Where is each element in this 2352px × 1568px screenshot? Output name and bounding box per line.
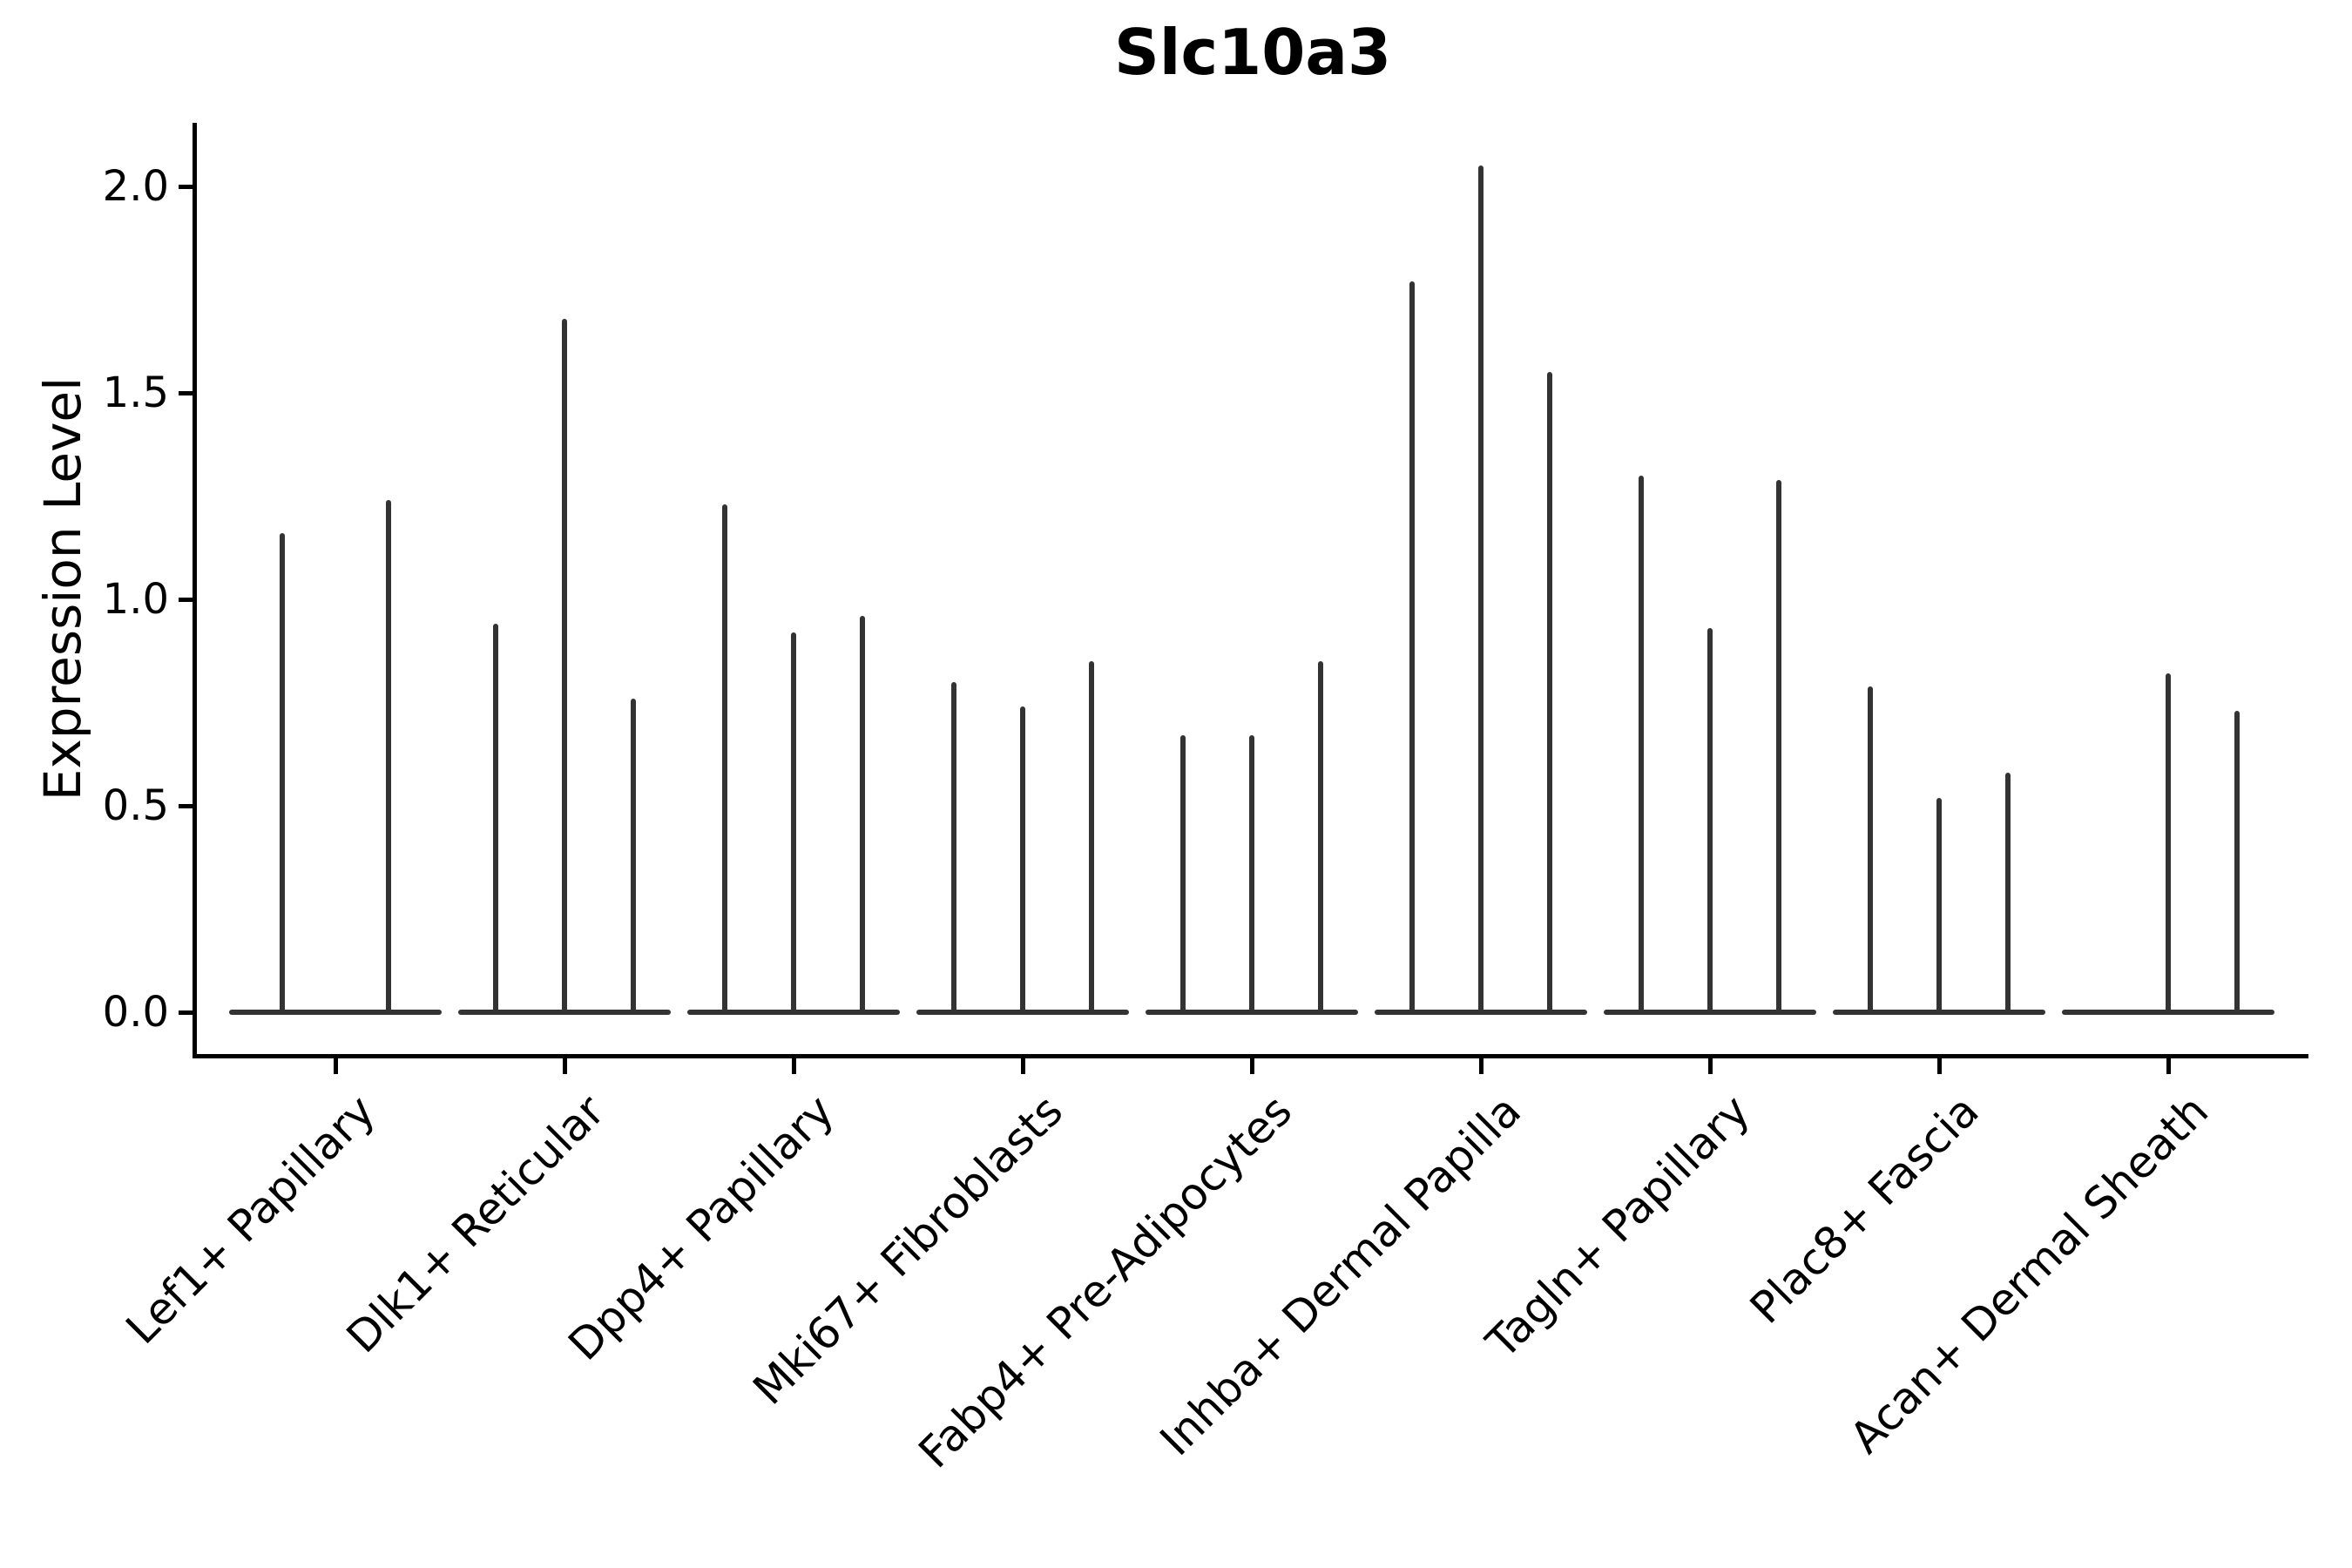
violin-spike: [1020, 706, 1025, 1015]
violin-spike: [791, 632, 796, 1015]
y-tick-mark: [179, 185, 193, 189]
violin-spike: [722, 504, 727, 1015]
x-tick-mark: [1479, 1058, 1484, 1074]
x-tick-mark: [1937, 1058, 1942, 1074]
y-tick-mark: [179, 598, 193, 602]
violin-spike: [1478, 166, 1484, 1015]
x-axis-spine: [193, 1054, 2308, 1058]
x-tick-mark: [2166, 1058, 2171, 1074]
x-tick-mark: [1708, 1058, 1713, 1074]
violin-spike: [1249, 735, 1254, 1015]
violin-spike: [1639, 475, 1644, 1015]
violin-spike: [860, 615, 865, 1015]
violin-spike: [951, 681, 956, 1015]
y-tick-mark: [179, 1010, 193, 1015]
violin-spike: [386, 500, 391, 1015]
violin-spike: [1547, 372, 1552, 1015]
chart-title: Slc10a3: [1113, 16, 1392, 89]
violin-spike: [1318, 661, 1323, 1015]
violin-spike: [1936, 797, 1942, 1015]
violin-spike: [1089, 661, 1094, 1015]
violin-spike: [493, 624, 498, 1015]
x-tick-mark: [563, 1058, 567, 1074]
violin-spike: [1707, 628, 1713, 1015]
violin-baseline: [229, 1010, 442, 1015]
y-tick-label: 1.5: [102, 368, 169, 417]
y-tick-label: 0.5: [102, 781, 169, 830]
violin-spike: [2234, 710, 2240, 1015]
violin-spike: [280, 533, 285, 1015]
x-tick-mark: [1250, 1058, 1254, 1074]
violin-spike: [1409, 281, 1415, 1015]
violin-spike: [2166, 673, 2171, 1015]
violin-spike: [1868, 686, 1873, 1015]
x-axis-category-label: Fabp4+ Pre-Adipocytes: [909, 1085, 1302, 1478]
x-axis-category-label: Lef1+ Papillary: [116, 1085, 386, 1355]
y-axis-spine: [193, 123, 197, 1058]
y-tick-label: 1.0: [102, 575, 169, 624]
violin-spike: [2005, 773, 2011, 1015]
violin-spike: [1180, 735, 1186, 1015]
y-tick-mark: [179, 391, 193, 395]
y-tick-label: 2.0: [102, 162, 169, 211]
x-tick-mark: [792, 1058, 796, 1074]
x-axis-category-label: Plac8+ Fascia: [1740, 1085, 1990, 1334]
violin-spike: [1776, 479, 1781, 1015]
y-tick-label: 0.0: [102, 988, 169, 1037]
x-tick-mark: [334, 1058, 338, 1074]
violin-spike: [631, 698, 636, 1015]
violin-spike: [562, 318, 567, 1015]
x-tick-mark: [1021, 1058, 1025, 1074]
y-tick-mark: [179, 804, 193, 808]
